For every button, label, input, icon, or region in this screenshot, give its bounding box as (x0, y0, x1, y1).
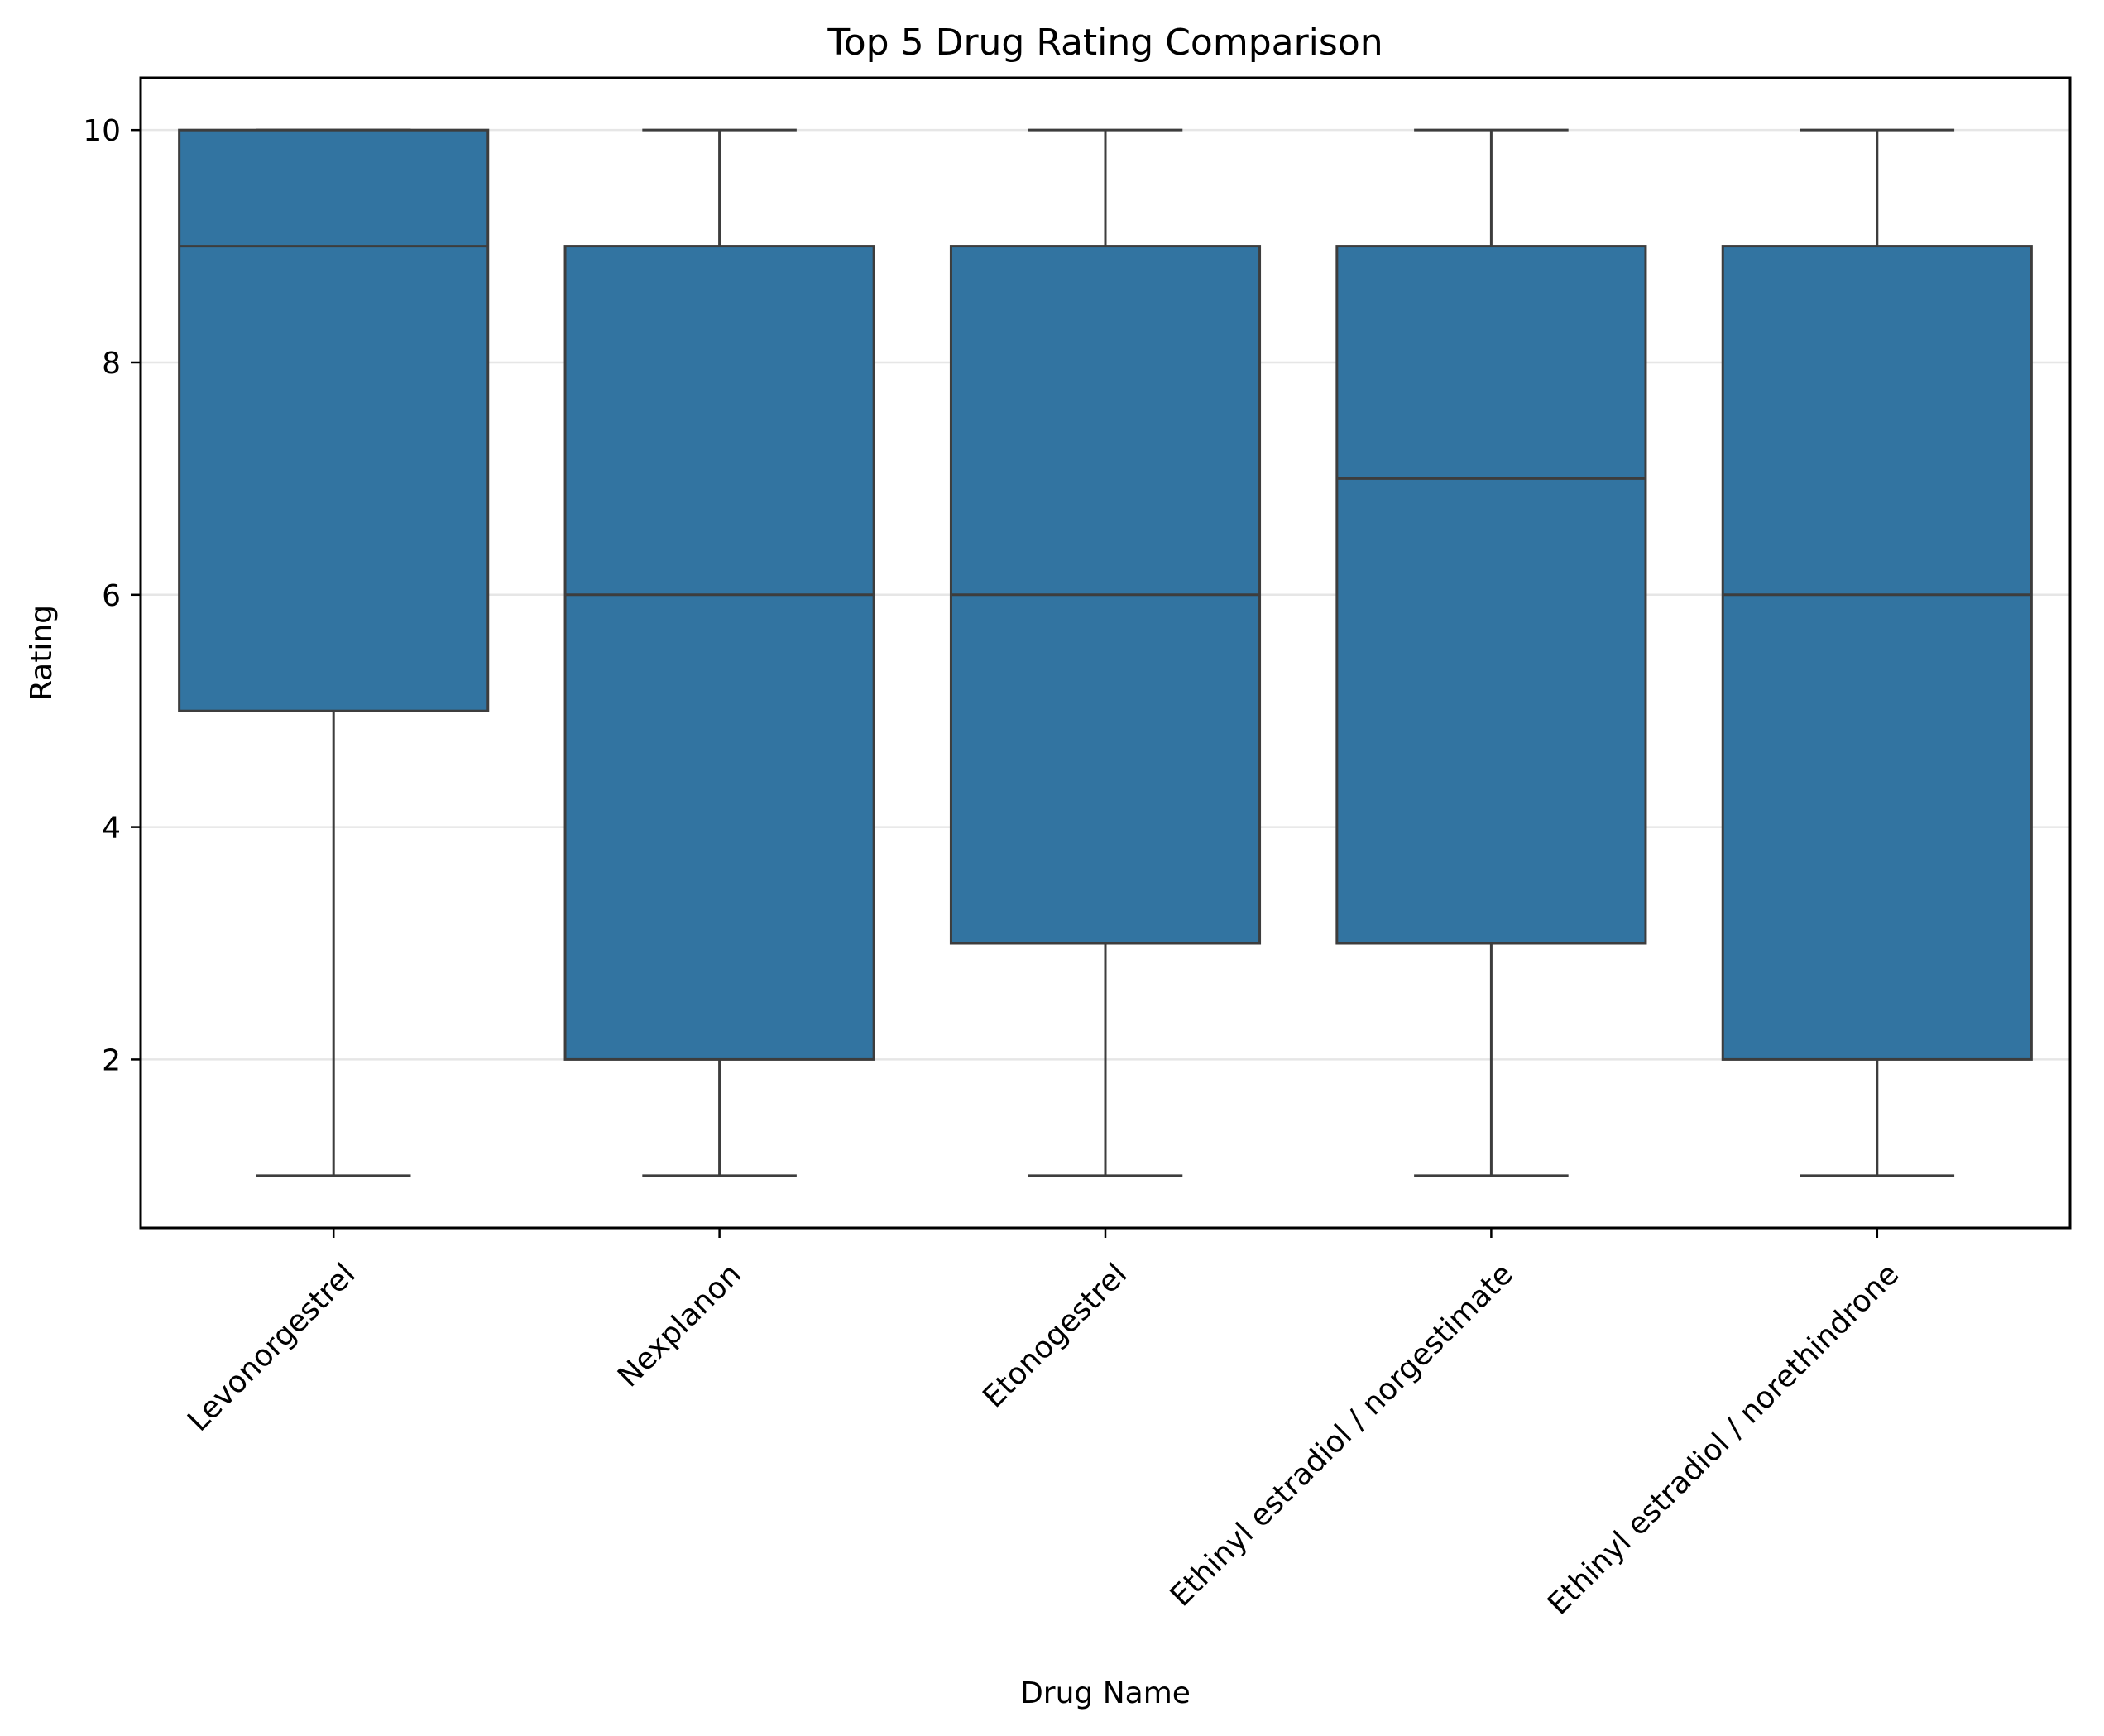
box-group (1335, 128, 1647, 1177)
y-tick-label: 6 (102, 579, 121, 613)
y-axis-label: Rating (25, 605, 59, 701)
box-group (563, 128, 875, 1177)
box-group (178, 128, 490, 1177)
y-tick-label: 10 (83, 114, 121, 148)
iqr-box (1721, 245, 2033, 1061)
y-tick-label: 4 (102, 812, 121, 846)
chart-title: Top 5 Drug Rating Comparison (827, 22, 1383, 64)
y-tick-label: 2 (102, 1043, 121, 1077)
x-axis-label: Drug Name (1020, 1676, 1191, 1710)
box-group (1721, 128, 2033, 1177)
iqr-box (563, 245, 875, 1061)
box-layer (178, 128, 2033, 1177)
y-tick-label: 8 (102, 347, 121, 381)
box-group (949, 128, 1262, 1177)
iqr-box (178, 128, 490, 712)
iqr-box (1335, 245, 1647, 945)
